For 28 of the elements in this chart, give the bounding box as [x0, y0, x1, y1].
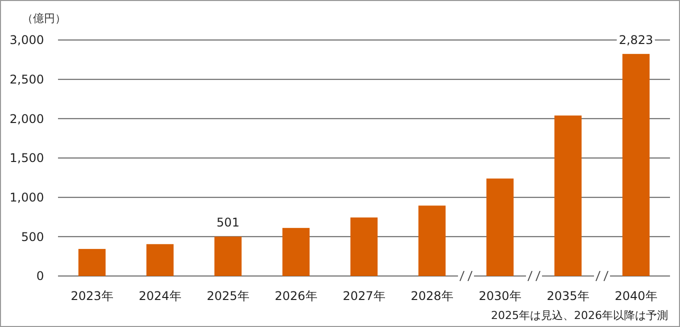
x-tick-label: 2023年: [70, 289, 114, 303]
bar: [418, 206, 446, 276]
bar: [282, 228, 310, 276]
x-tick-label: 2024年: [138, 289, 182, 303]
y-axis-title: （億円）: [22, 12, 66, 25]
text: 2025年は見込、2026年以降は予測: [491, 309, 668, 322]
y-tick-label: 1,000: [10, 190, 44, 205]
bar: [350, 217, 378, 276]
bar: [622, 54, 650, 276]
x-tick-label: 2040年: [614, 289, 658, 303]
bar: [486, 178, 514, 276]
bar: [146, 244, 174, 276]
y-tick-label: 0: [36, 269, 44, 284]
bar: [554, 116, 582, 276]
x-tick-label: 2028年: [410, 289, 454, 303]
x-tick-label: 2027年: [342, 289, 386, 303]
x-tick-label: 2035年: [546, 289, 590, 303]
y-tick-label: 3,000: [10, 33, 44, 48]
x-tick-label: 2026年: [274, 289, 318, 303]
bar: [78, 248, 106, 276]
x-tick-label: 2025年: [206, 289, 250, 303]
bar: [214, 236, 242, 276]
x-tick-label: 2030年: [478, 289, 522, 303]
y-tick-label: 500: [21, 230, 44, 244]
y-tick-label: 2,500: [10, 72, 44, 87]
data-label: 501: [216, 216, 240, 230]
y-tick-label: 2,000: [10, 112, 44, 126]
y-tick-label: 1,500: [10, 151, 44, 166]
